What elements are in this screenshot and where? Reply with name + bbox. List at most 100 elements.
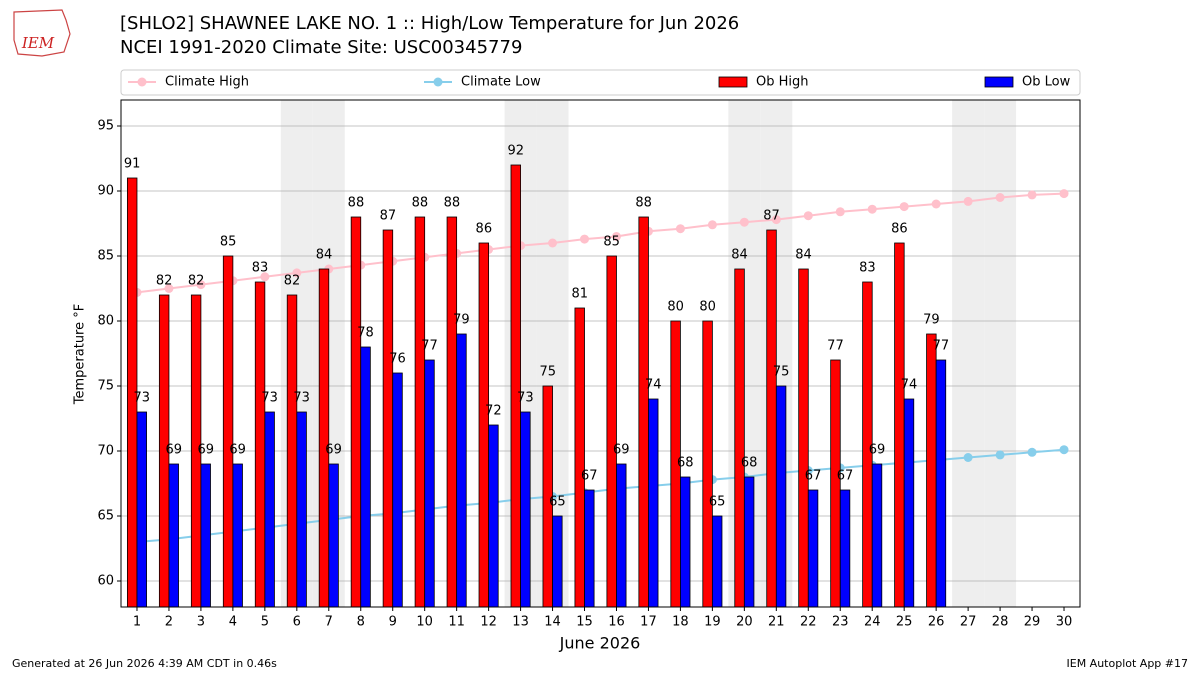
x-tick-label: 25 xyxy=(896,615,913,630)
line xyxy=(136,448,1065,543)
x-tick-label: 12 xyxy=(480,615,497,630)
line-point xyxy=(931,199,941,209)
value-label: 88 xyxy=(444,196,461,211)
value-label: 69 xyxy=(613,443,630,458)
value-label: 69 xyxy=(197,443,214,458)
value-label: 67 xyxy=(805,469,822,484)
value-label: 74 xyxy=(901,378,918,393)
bar xyxy=(382,229,394,608)
value-label: 78 xyxy=(357,326,374,341)
value-label: 88 xyxy=(412,196,429,211)
line-point xyxy=(1027,190,1037,200)
value-label: 68 xyxy=(741,456,758,471)
x-tick-label: 5 xyxy=(261,615,269,630)
bar xyxy=(766,229,777,608)
bar xyxy=(807,489,819,608)
value-label: 73 xyxy=(517,391,534,406)
value-label: 65 xyxy=(709,495,726,510)
value-label: 88 xyxy=(635,196,652,211)
value-label: 87 xyxy=(380,209,397,224)
plot-frame xyxy=(120,99,1081,608)
bar xyxy=(350,216,362,608)
value-label: 86 xyxy=(476,222,493,237)
x-tick-label: 19 xyxy=(704,615,721,630)
value-label: 84 xyxy=(316,248,333,263)
legend-label: Climate Low xyxy=(461,75,541,90)
line-point xyxy=(803,211,813,221)
x-tick-label: 15 xyxy=(576,615,593,630)
x-tick-label: 21 xyxy=(768,615,785,630)
value-label: 85 xyxy=(220,235,237,250)
x-tick-label: 1 xyxy=(133,615,141,630)
y-tick-label: 95 xyxy=(97,119,114,134)
bar xyxy=(424,359,435,608)
line-point xyxy=(995,193,1005,202)
value-label: 75 xyxy=(539,365,556,380)
bar xyxy=(254,281,266,608)
bar xyxy=(894,242,905,608)
logo: IEM xyxy=(13,9,71,57)
bar xyxy=(478,242,490,608)
line-point xyxy=(739,217,749,227)
x-tick-label: 9 xyxy=(389,615,397,630)
bar xyxy=(680,476,691,608)
x-tick-label: 20 xyxy=(736,615,753,630)
x-tick-label: 28 xyxy=(992,615,1009,630)
bar xyxy=(711,515,723,608)
bar xyxy=(136,411,147,608)
line-point xyxy=(963,453,973,462)
value-label: 85 xyxy=(603,235,620,250)
value-label: 84 xyxy=(795,248,812,263)
legend-label: Climate High xyxy=(165,75,249,90)
bar xyxy=(232,463,243,608)
value-label: 82 xyxy=(156,274,173,289)
value-label: 80 xyxy=(699,300,716,315)
line-point xyxy=(899,202,909,212)
logo-text: IEM xyxy=(21,34,55,52)
line-point xyxy=(548,238,558,248)
bar xyxy=(584,489,595,608)
bar xyxy=(702,320,713,608)
bar xyxy=(638,216,649,608)
x-tick-label: 18 xyxy=(672,615,689,630)
value-label: 84 xyxy=(731,248,748,263)
logo-outline xyxy=(13,9,71,57)
value-label: 69 xyxy=(869,443,886,458)
line-point xyxy=(1059,445,1069,455)
legend-label: Ob High xyxy=(756,75,809,90)
value-label: 73 xyxy=(261,391,278,406)
x-tick-label: 17 xyxy=(640,615,657,630)
y-tick-label: 65 xyxy=(97,509,114,524)
bar xyxy=(734,268,745,608)
x-tick-label: 16 xyxy=(608,615,625,630)
bar xyxy=(360,346,371,608)
x-tick-label: 11 xyxy=(448,615,465,630)
bar xyxy=(286,294,298,608)
y-tick-label: 60 xyxy=(97,574,114,589)
y-tick-label: 70 xyxy=(97,444,114,459)
value-label: 88 xyxy=(348,196,365,211)
bar xyxy=(871,463,883,608)
bar xyxy=(830,359,841,608)
line-point xyxy=(260,272,270,282)
line-point xyxy=(1027,447,1037,457)
bar xyxy=(574,307,585,608)
bar xyxy=(392,372,403,608)
value-label: 83 xyxy=(252,261,269,276)
value-label: 79 xyxy=(453,313,470,328)
bar xyxy=(296,411,307,608)
bar xyxy=(520,411,531,608)
bar xyxy=(328,463,339,608)
legend-label: Ob Low xyxy=(1022,75,1071,90)
line-point xyxy=(995,450,1005,460)
value-label: 68 xyxy=(677,456,694,471)
x-tick-label: 30 xyxy=(1056,615,1073,630)
bar xyxy=(903,398,915,608)
bar xyxy=(743,476,755,608)
bar xyxy=(775,385,787,608)
bar xyxy=(926,333,937,608)
value-label: 73 xyxy=(293,391,310,406)
value-label: 65 xyxy=(549,495,566,510)
x-tick-label: 4 xyxy=(229,615,237,630)
